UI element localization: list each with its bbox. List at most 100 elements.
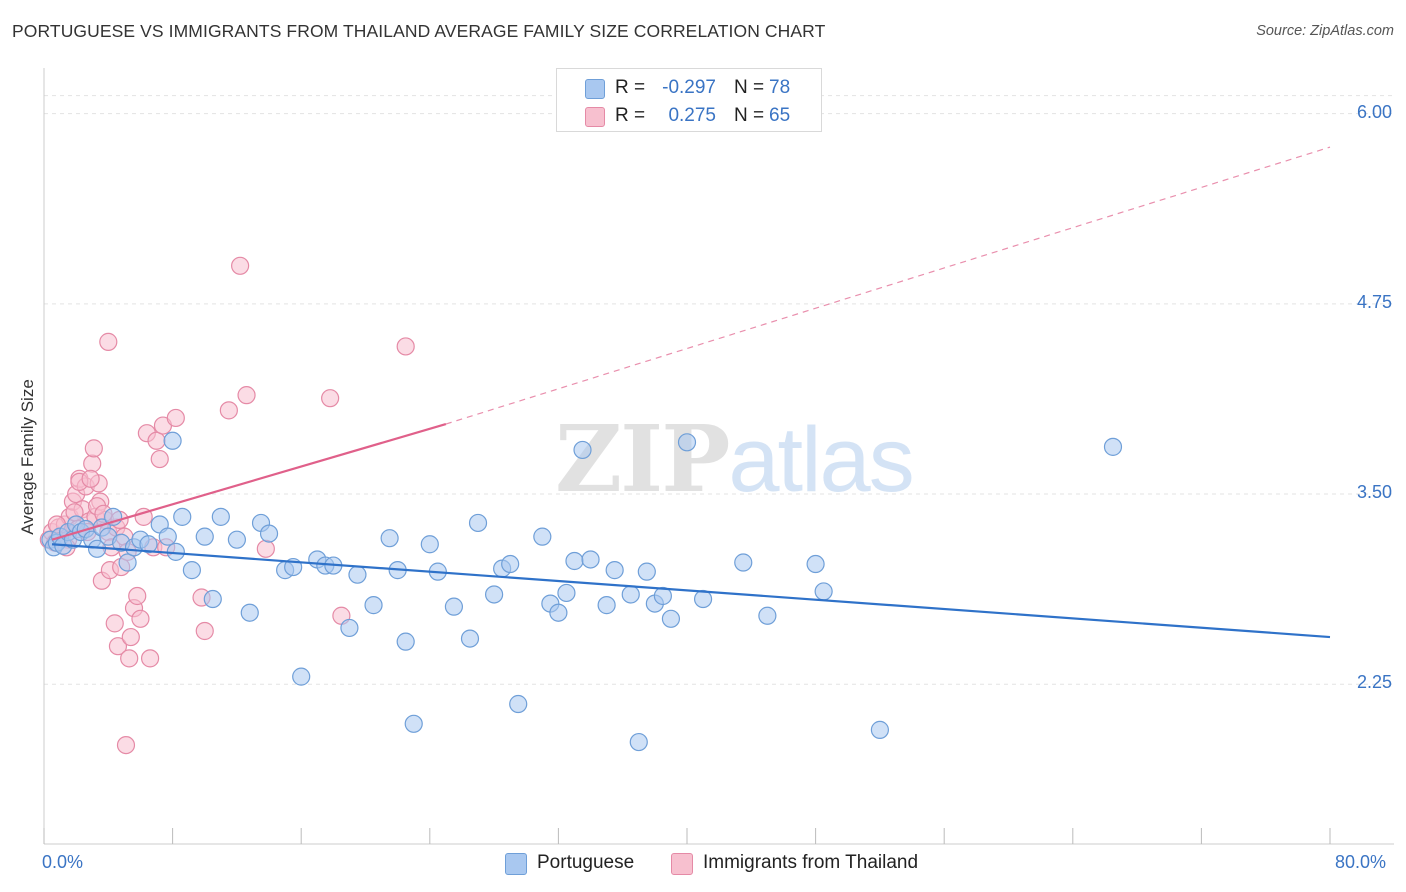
thailand-point [195,621,214,641]
portuguese-point [420,535,439,554]
thailand-point [256,539,275,558]
thailand-point [147,431,166,450]
legend-r-label: R = [615,77,646,98]
portuguese-point [227,530,246,549]
thailand-point [81,469,100,488]
legend-row-portuguese: R = -0.297 N = 78 [557,73,821,101]
portuguese-point [182,561,201,580]
portuguese-point [444,597,464,616]
chart-title: PORTUGUESE VS IMMIGRANTS FROM THAILAND A… [12,21,826,41]
portuguese-point [240,603,259,622]
x-tick-label-min: 0.0% [42,852,84,872]
portuguese-point [501,554,520,574]
portuguese-point [621,585,640,604]
portuguese-point [118,553,137,572]
chart-source: Source: ZipAtlas.com [1256,23,1394,39]
portuguese-point [259,524,279,543]
legend-row-thailand: R = 0.275 N = 65 [557,101,821,129]
legend-label-portuguese: Portuguese [537,852,635,873]
portuguese-point [380,529,399,548]
y-tick-label: 2.25 [1356,672,1392,693]
thailand-point [84,439,103,458]
thailand-point [120,649,139,668]
legend-swatch-thailand [585,107,605,127]
correlation-legend: R = -0.297 N = 78 R = 0.275 N = 65 [556,68,822,132]
thailand-point [108,637,128,656]
portuguese-point [509,694,528,714]
thailand-point [219,401,238,420]
portuguese-point [340,618,359,638]
portuguese-point [806,554,825,574]
thailand-point [83,454,102,473]
watermark: ZIPatlas [555,405,915,513]
portuguese-point [661,609,681,628]
portuguese-point [173,507,192,526]
portuguese-point [139,535,158,554]
thailand-point [105,614,124,633]
portuguese-point [533,527,552,546]
series-legend: Portuguese Immigrants from Thailand [0,851,1406,877]
thailand-trend-line [51,422,447,541]
legend-swatch-portuguese [505,853,527,875]
portuguese-point [292,667,311,686]
portuguese-point [348,565,367,584]
portuguese-point [485,585,504,604]
portuguese-point [211,507,230,526]
legend-r-label: R = [615,105,646,126]
thailand-point [140,649,160,668]
portuguese-point [364,596,383,615]
thailand-point [116,735,136,755]
portuguese-point [581,550,600,569]
watermark-zip: ZIP [555,405,730,513]
portuguese-point [734,553,753,572]
thailand-point [128,586,147,606]
thailand-point [150,449,169,469]
portuguese-point [460,629,480,648]
portuguese-point [158,527,177,546]
thailand-point [321,389,340,408]
portuguese-point [758,606,777,625]
x-tick-label-max: 80.0% [1335,852,1387,872]
legend-r-value: -0.297 [662,77,716,98]
y-axis-label: Average Family Size [18,379,37,535]
portuguese-point [203,589,222,609]
legend-n-label: N = [734,105,765,126]
portuguese-point [573,440,592,460]
legend-n-label: N = [734,77,765,98]
portuguese-point [404,714,423,733]
portuguese-point [597,596,616,615]
legend-n-value: 78 [769,77,791,98]
portuguese-point [557,583,576,603]
thailand-point [396,337,415,356]
thailand-trend-extension [445,146,1331,425]
y-tick-label: 3.50 [1356,482,1392,503]
portuguese-point [677,433,697,452]
legend-n-value: 65 [769,105,791,126]
portuguese-point [637,562,656,581]
portuguese-trend-line [51,543,1331,639]
portuguese-point [605,561,624,580]
portuguese-point [565,551,584,571]
thailand-point [237,386,256,405]
portuguese-point [1103,437,1123,456]
portuguese-point [396,632,415,651]
legend-r-value: 0.275 [668,105,716,126]
thailand-point [131,609,150,628]
portuguese-point [163,431,182,450]
thailand-point [121,627,140,647]
portuguese-point [195,527,214,546]
portuguese-point [693,589,713,609]
portuguese-point [814,582,833,601]
portuguese-point [653,586,672,606]
thailand-point [166,408,185,428]
y-tick-label: 6.00 [1356,101,1392,122]
thailand-point [231,256,250,275]
portuguese-point [870,720,890,739]
legend-label-thailand: Immigrants from Thailand [703,852,919,873]
thailand-point [99,332,118,351]
y-tick-label: 4.75 [1356,291,1392,312]
legend-swatch-portuguese [585,79,605,99]
legend-swatch-thailand [671,853,693,875]
portuguese-point [468,513,488,533]
